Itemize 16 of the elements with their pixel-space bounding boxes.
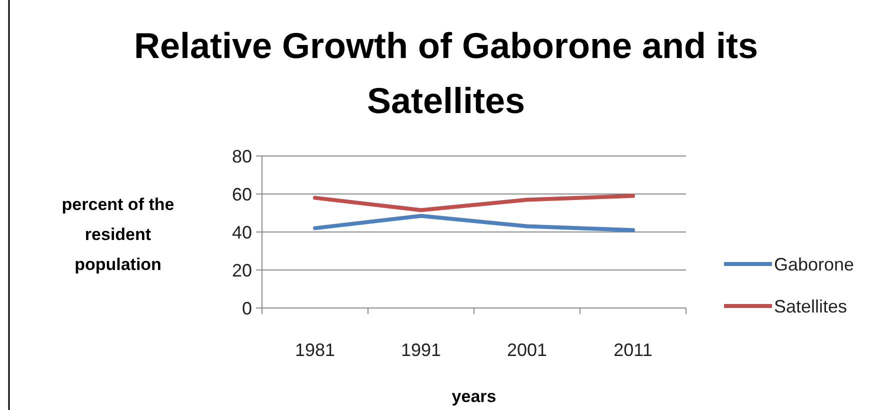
y-tick-label: 20 xyxy=(232,260,252,280)
line-series xyxy=(313,194,635,212)
x-tick-label: 2011 xyxy=(614,340,652,360)
x-tick-label: 1991 xyxy=(400,340,442,360)
x-tick-label: 1981 xyxy=(294,340,336,360)
y-axis-title: percent of the resident population xyxy=(62,195,174,274)
line-series xyxy=(313,214,635,232)
y-tick-label: 60 xyxy=(232,184,252,204)
chart-title: Relative Growth of Gaborone and its Satellites xyxy=(134,25,758,121)
legend-label: Gaborone xyxy=(774,254,854,274)
y-tick-label: 0 xyxy=(242,298,252,318)
x-tick-label: 2001 xyxy=(506,340,548,360)
y-tick-label: 40 xyxy=(232,222,252,242)
legend-label: Satellites xyxy=(774,296,848,316)
y-tick-label: 80 xyxy=(232,146,252,166)
x-axis-title: years xyxy=(452,387,496,406)
